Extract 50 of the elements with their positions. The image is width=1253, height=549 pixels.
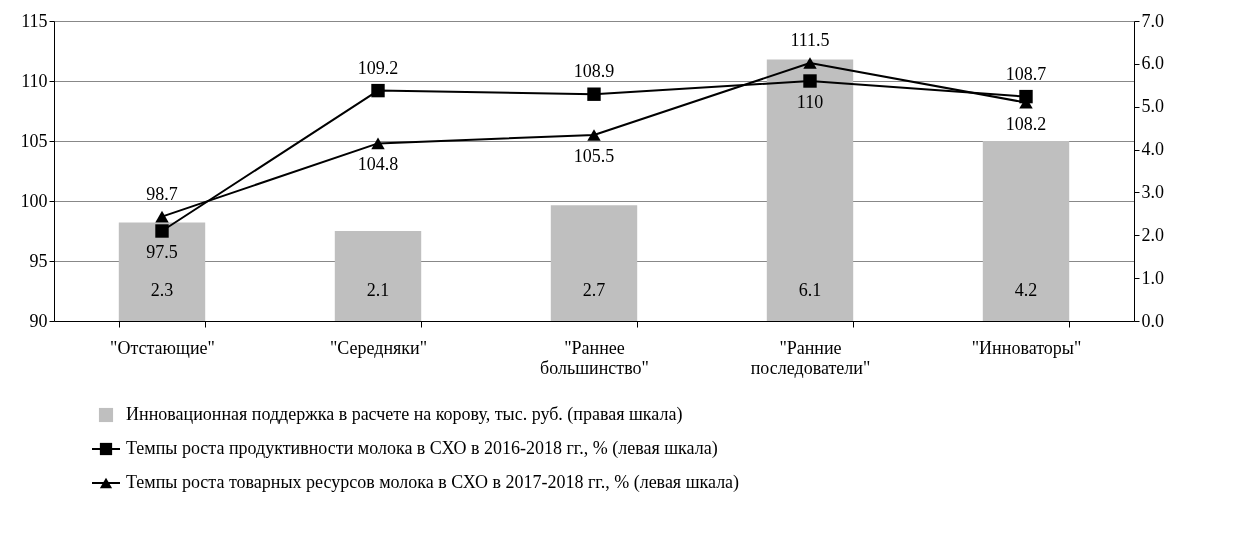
- y-tick-label: 115: [21, 10, 48, 31]
- x-tick-label: "Раннее большинство": [540, 337, 649, 378]
- x-tick-label: "Ранние последователи": [750, 337, 871, 378]
- data-label: 111.5: [790, 30, 830, 50]
- x-tick-label: "Отстающие": [110, 337, 215, 358]
- data-label: 4.2: [1014, 280, 1038, 300]
- point: [587, 129, 601, 141]
- data-label: 108.9: [573, 61, 615, 82]
- data-label: 2.3: [150, 280, 174, 300]
- point: [371, 137, 385, 150]
- bar: [334, 231, 422, 321]
- data-label: 109.2: [357, 57, 399, 78]
- data-label: 110: [796, 92, 824, 112]
- y-tick-label: 105: [20, 130, 48, 151]
- data-label: 2.7: [582, 280, 606, 300]
- point: [155, 224, 169, 238]
- point: [803, 74, 817, 88]
- legend-label: Темпы роста товарных ресурсов молока в СХО в 2017-2018 гг., % (левая шкала): [126, 472, 740, 493]
- data-label: 2.1: [366, 280, 390, 300]
- data-label: 6.1: [798, 280, 822, 300]
- y2-tick-label: 6.0: [1141, 53, 1164, 74]
- y-tick-label: 100: [20, 190, 48, 211]
- y-tick-label: 90: [29, 310, 48, 331]
- x-tick-label: "Инноваторы": [971, 337, 1082, 358]
- legend-label: Инновационная поддержка в расчете на корову, тыс. руб. (правая шкала): [126, 404, 683, 425]
- data-label: 104.8: [357, 154, 399, 175]
- data-label: 108.7: [1005, 63, 1047, 84]
- legend-label: Темпы роста продуктивности молока в СХО в 2016-2018 гг., % (левая шкала): [126, 438, 718, 459]
- bar: [550, 205, 638, 321]
- y2-tick-label: 2.0: [1141, 224, 1164, 245]
- bar: [982, 141, 1070, 321]
- y2-tick-label: 7.0: [1141, 10, 1164, 31]
- point: [803, 57, 817, 69]
- y-tick-label: 110: [21, 70, 48, 91]
- data-label: 98.7: [146, 183, 178, 204]
- y2-tick-label: 5.0: [1141, 96, 1164, 117]
- bar: [118, 222, 206, 321]
- point: [587, 87, 601, 101]
- point: [155, 210, 169, 223]
- data-label: 108.2: [1005, 113, 1047, 134]
- y2-tick-label: 0.0: [1141, 310, 1164, 331]
- point: [371, 83, 385, 98]
- y2-tick-label: 4.0: [1141, 139, 1164, 160]
- y-tick-label: 95: [29, 250, 48, 271]
- bar: [766, 59, 854, 321]
- y2-tick-label: 1.0: [1141, 267, 1164, 288]
- y2-tick-label: 3.0: [1141, 181, 1164, 202]
- x-tick-label: "Середняки": [329, 337, 428, 358]
- data-label: 97.5: [146, 242, 178, 262]
- data-label: 105.5: [573, 146, 615, 166]
